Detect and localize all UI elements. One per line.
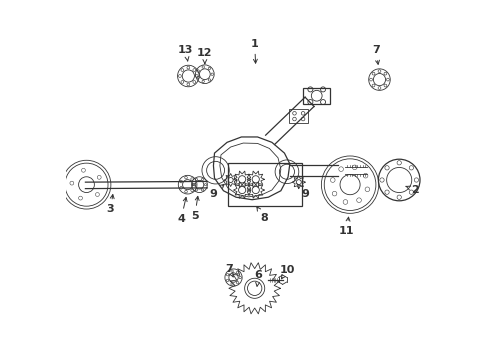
Text: 10: 10	[280, 265, 295, 279]
Text: 7: 7	[372, 45, 380, 64]
Text: 6: 6	[255, 270, 263, 286]
Text: 11: 11	[339, 217, 355, 236]
Text: 9: 9	[210, 184, 224, 199]
Text: 12: 12	[197, 48, 213, 64]
Text: 4: 4	[177, 197, 187, 224]
Text: 2: 2	[406, 185, 419, 195]
Text: 8: 8	[257, 207, 269, 223]
Text: 1: 1	[251, 39, 259, 63]
Text: 7: 7	[225, 264, 233, 277]
Text: 5: 5	[191, 196, 199, 221]
Text: 3: 3	[107, 195, 114, 215]
Text: 13: 13	[178, 45, 194, 61]
Text: 9: 9	[297, 184, 309, 199]
